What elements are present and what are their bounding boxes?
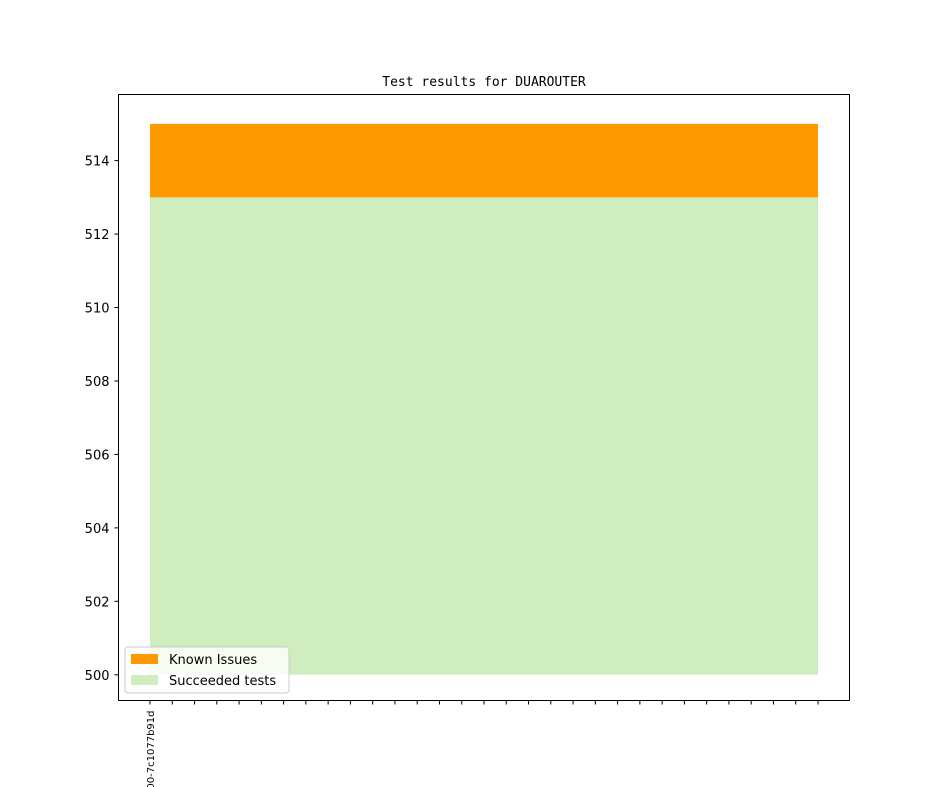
legend: Known Issues Succeeded tests: [124, 646, 290, 694]
y-tick-label: 506: [85, 448, 110, 463]
y-axis: 500 502 504 506 508 510 512 514: [85, 155, 119, 684]
legend-swatch-known-issues: [131, 654, 158, 664]
plot-areas: [150, 123, 818, 675]
y-tick-label: 500: [85, 669, 110, 684]
area-succeeded-tests: [150, 197, 818, 675]
legend-box: [124, 646, 290, 694]
y-tick-label: 502: [85, 595, 110, 610]
y-tick-label: 512: [85, 228, 110, 243]
area-known-issues: [150, 123, 818, 198]
chart-title: Test results for DUAROUTER: [382, 75, 586, 90]
x-tick-label: 00-7c1077b91d: [146, 711, 157, 787]
x-axis: 00-7c1077b91d: [146, 700, 819, 787]
y-tick-label: 510: [85, 302, 110, 317]
legend-swatch-succeeded-tests: [131, 675, 158, 685]
y-tick-label: 504: [85, 522, 110, 537]
legend-label-succeeded-tests: Succeeded tests: [169, 674, 276, 689]
legend-label-known-issues: Known Issues: [169, 653, 257, 668]
y-tick-label: 514: [85, 155, 110, 170]
y-tick-label: 508: [85, 375, 110, 390]
